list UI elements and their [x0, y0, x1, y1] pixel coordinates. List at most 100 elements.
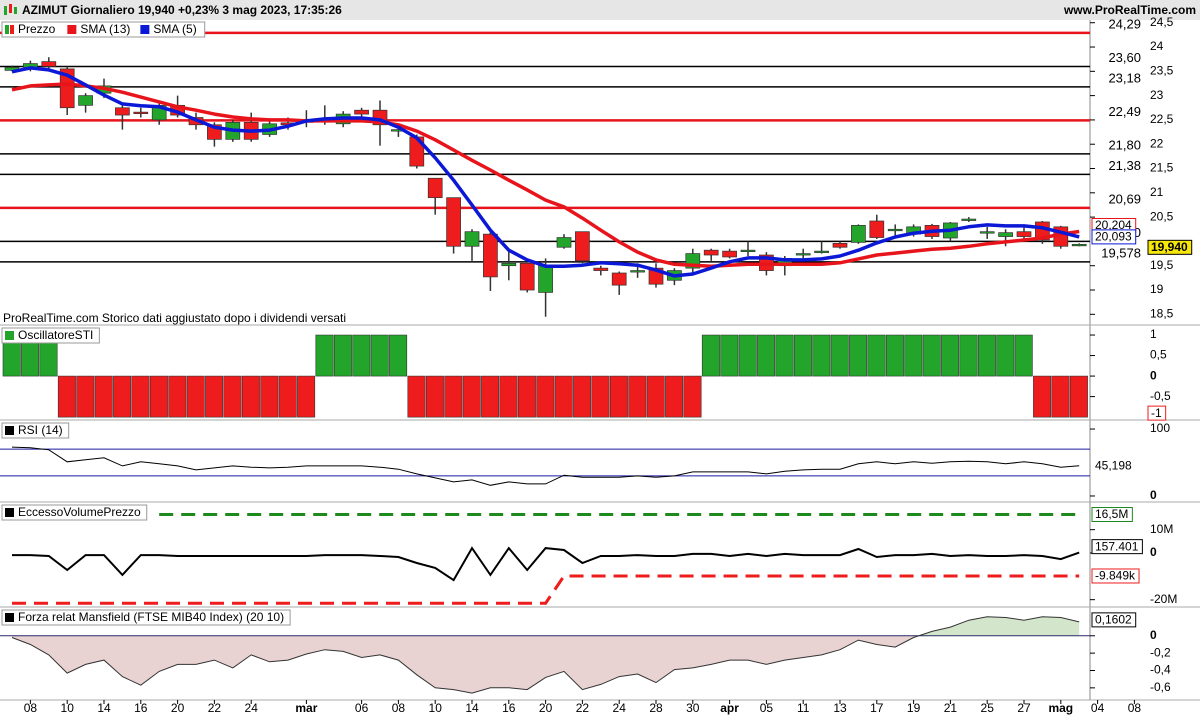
bar	[591, 375, 610, 418]
bar	[205, 375, 224, 418]
x-tick-label: 08	[24, 701, 38, 715]
bar	[867, 334, 886, 377]
legend-label: Prezzo	[18, 22, 56, 36]
x-tick-label: 10	[61, 701, 75, 715]
legend-swatch	[5, 25, 9, 34]
dashed-line	[12, 574, 1080, 605]
panel-title-swatch	[5, 613, 14, 622]
value-label: -9.849k	[1095, 569, 1136, 583]
bar	[223, 375, 242, 418]
candle-body	[1016, 231, 1032, 237]
legend-swatch	[10, 25, 14, 34]
value-label: -1	[1151, 406, 1162, 420]
candle-body	[446, 197, 461, 247]
candle-body	[78, 95, 93, 106]
y-tick-label: -0,4	[1150, 663, 1171, 677]
value-label: 19,940	[1151, 240, 1188, 254]
bar	[389, 334, 408, 377]
level-label: 21,80	[1108, 137, 1141, 152]
y-tick-label: 22,5	[1150, 112, 1174, 126]
x-tick-label: 20	[171, 701, 185, 715]
bar	[57, 375, 76, 418]
x-tick-label: 28	[649, 701, 663, 715]
legend-swatch	[67, 25, 77, 34]
bar	[812, 334, 831, 377]
candle-body	[832, 243, 848, 248]
candle-body	[961, 218, 977, 221]
legend-swatch	[140, 25, 150, 34]
x-tick-label: 21	[944, 701, 958, 715]
candle-body	[115, 107, 130, 116]
bar	[904, 334, 923, 377]
note: ProRealTime.com Storico dati aggiustato …	[3, 311, 346, 325]
x-tick-label: 24	[613, 701, 627, 715]
y-tick-label: 100	[1150, 421, 1170, 435]
bar	[297, 375, 316, 418]
bar	[94, 375, 113, 418]
bar	[665, 375, 684, 418]
bar	[757, 334, 776, 377]
legend-label: SMA (13)	[80, 22, 130, 36]
value-box	[1091, 507, 1133, 523]
bar	[977, 334, 996, 377]
bar	[573, 375, 592, 418]
icon-part	[9, 4, 12, 13]
candle-body	[464, 231, 480, 247]
candle-body	[41, 61, 57, 67]
candle-body	[556, 237, 572, 248]
panel-title-text: RSI (14)	[18, 423, 63, 437]
value-label: 157.401	[1095, 539, 1139, 553]
panel-title: EccessoVolumePrezzo	[1, 504, 148, 521]
x-tick-label: mag	[1048, 701, 1073, 715]
y-tick-label: 18,5	[1150, 306, 1174, 320]
legend: Prezzo SMA (13) SMA (5)	[1, 21, 206, 38]
bar	[260, 375, 279, 418]
header-bar	[0, 0, 1200, 20]
value-box	[1091, 612, 1137, 628]
bar	[885, 334, 904, 377]
y-tick-label: -0,2	[1150, 645, 1171, 659]
candle-body	[998, 232, 1013, 237]
candle-body	[538, 265, 553, 293]
bar	[536, 375, 555, 418]
bar	[425, 375, 444, 418]
candle-body	[611, 272, 627, 286]
bar	[149, 375, 168, 418]
x-tick-label: 05	[760, 701, 774, 715]
bar	[959, 334, 978, 377]
candle-body	[519, 262, 535, 291]
panel-title-text: OscillatoreSTI	[18, 328, 93, 342]
panel-title: Forza relat Mansfield (FTSE MIB40 Index)…	[1, 609, 291, 626]
x-tick-label: 25	[981, 701, 995, 715]
x-tick-label: apr	[720, 701, 739, 715]
bar	[241, 375, 260, 418]
indicator-line	[11, 616, 1080, 694]
y-tick-label: 24,5	[1150, 15, 1174, 29]
bar	[1014, 334, 1033, 377]
x-tick-label: 14	[97, 701, 111, 715]
level-label: 21,38	[1108, 158, 1141, 173]
panel-title-text: EccessoVolumePrezzo	[18, 505, 141, 519]
y-tick-label: 24	[1150, 39, 1164, 53]
x-tick-label: 17	[870, 701, 884, 715]
legend-label: SMA (5)	[153, 22, 196, 36]
x-tick-label: 24	[245, 701, 259, 715]
x-tick-label: 11	[797, 701, 810, 715]
y-tick-label: 10M	[1150, 522, 1173, 536]
value-label: 0,1602	[1095, 613, 1132, 627]
panel-title-swatch	[5, 508, 14, 517]
x-tick-label: 16	[134, 701, 148, 715]
bar	[333, 334, 352, 377]
bar	[315, 334, 334, 377]
chart-title: AZIMUT Giornaliero 19,940 +0,23% 3 mag 2…	[22, 3, 342, 17]
value-label: 16,5M	[1095, 507, 1128, 521]
candle-body	[630, 270, 645, 273]
bar	[609, 375, 628, 418]
y-tick-label: 0	[1150, 545, 1157, 559]
value-label: 20,093	[1095, 230, 1132, 244]
y-tick-label: 19	[1150, 282, 1164, 296]
x-tick-label: 30	[686, 701, 700, 715]
bar	[278, 375, 297, 418]
candle-body	[427, 177, 443, 199]
indicator-line	[12, 546, 1080, 582]
